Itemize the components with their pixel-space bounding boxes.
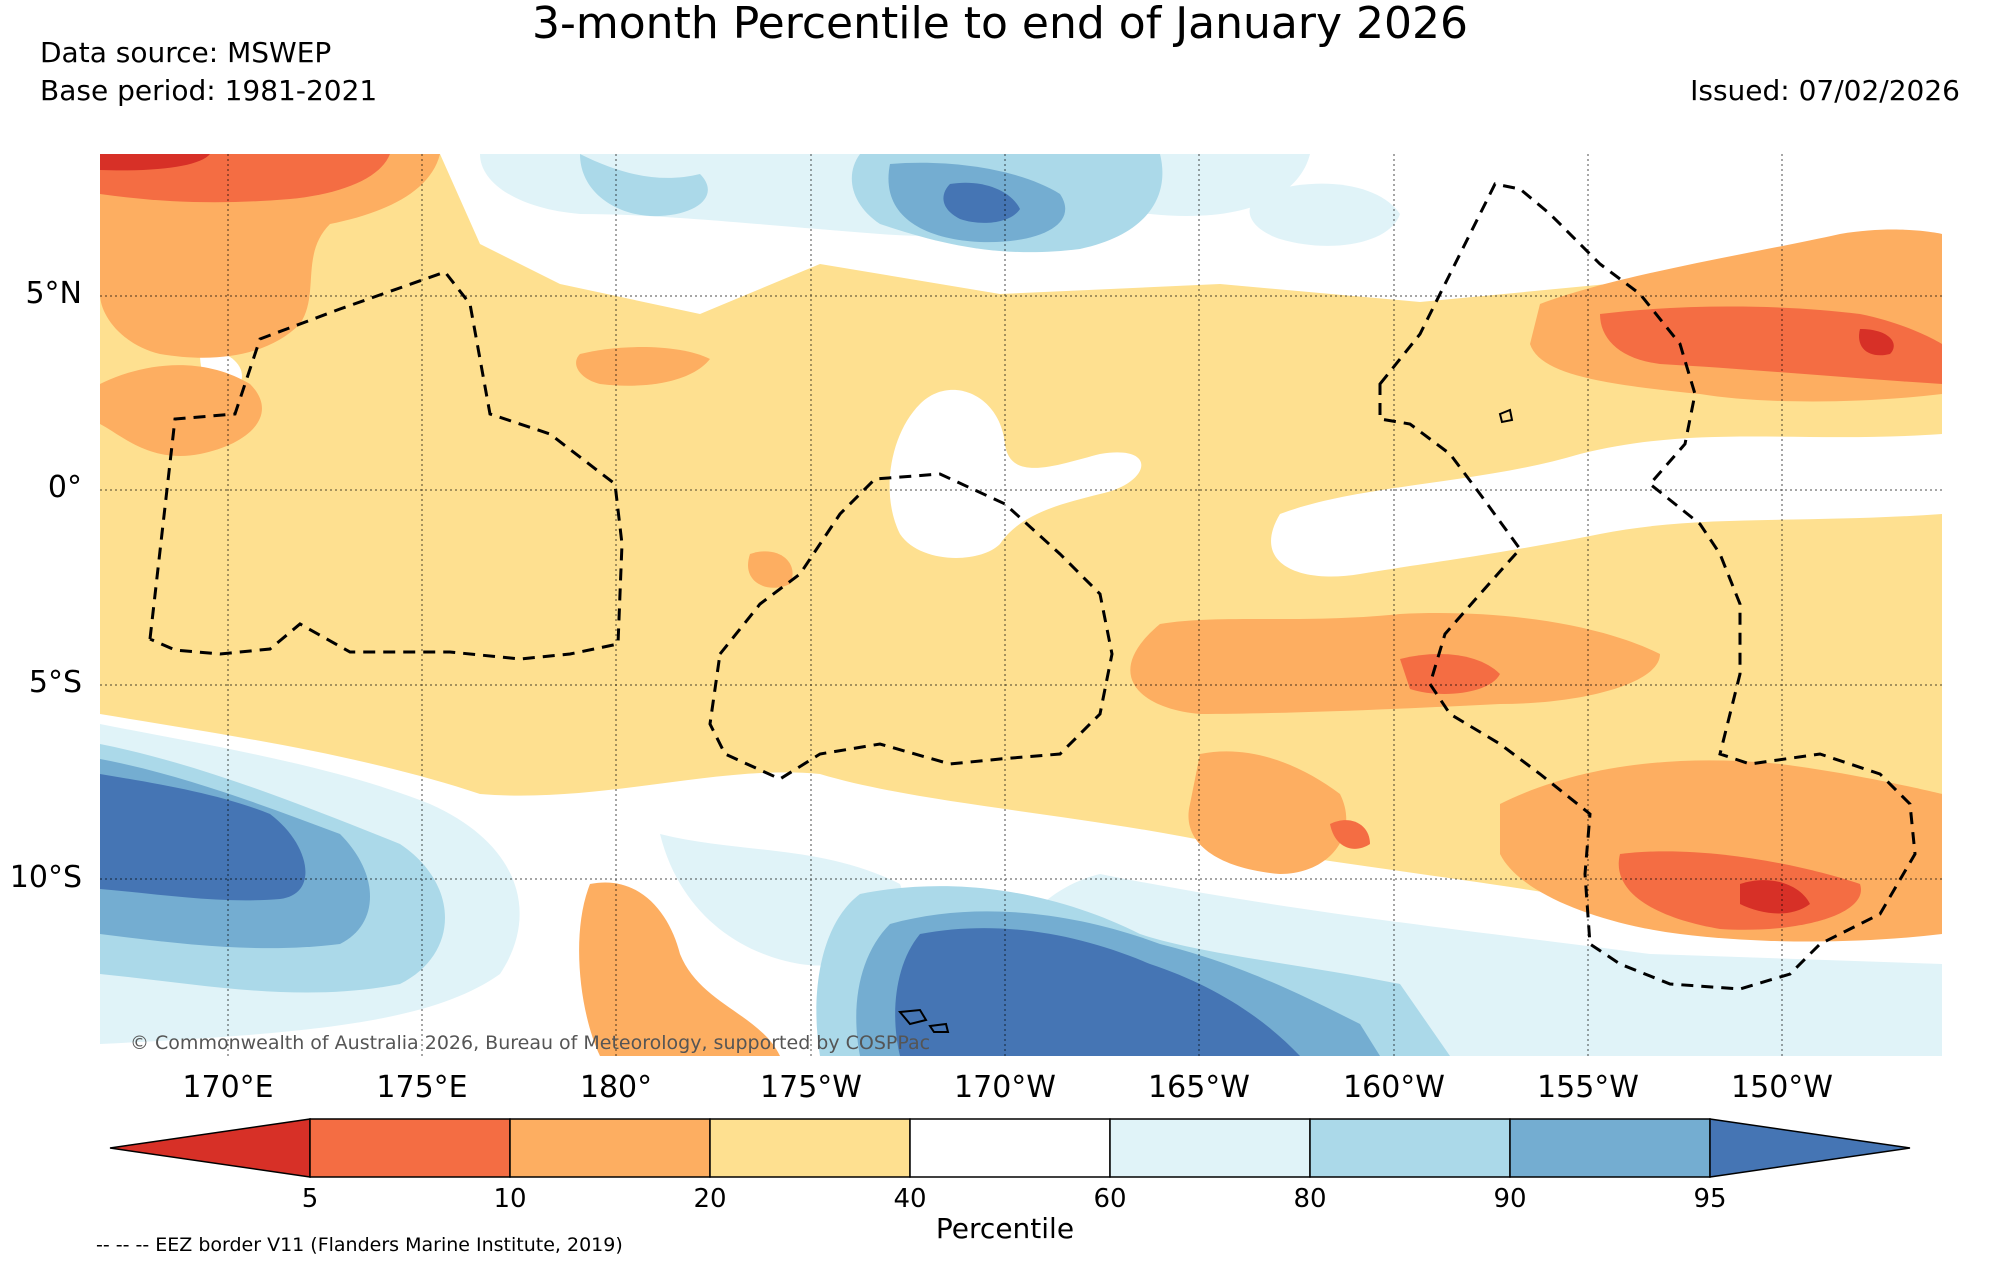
lon-label-180: 180° bbox=[579, 1070, 653, 1105]
lat-label-10s: 10°S bbox=[9, 860, 82, 895]
colorbar-segment-90-95 bbox=[1509, 1118, 1711, 1178]
colorbar-segment-10-20 bbox=[509, 1118, 711, 1178]
issued-date-label: Issued: 07/02/2026 bbox=[1690, 74, 1960, 107]
eez-borders bbox=[148, 182, 1917, 991]
map-title: 3-month Percentile to end of January 202… bbox=[532, 0, 1468, 49]
band-below-5 bbox=[100, 154, 1894, 914]
colorbar-tick-5: 5 bbox=[301, 1184, 319, 1214]
colorbar-segment-40-60 bbox=[909, 1118, 1111, 1178]
percentile-map bbox=[100, 154, 1942, 1056]
lat-label-5s: 5°S bbox=[28, 665, 82, 700]
copyright-notice: © Commonwealth of Australia 2026, Bureau… bbox=[130, 1032, 931, 1054]
colorbar bbox=[100, 1115, 1920, 1185]
lon-label-175e: 175°E bbox=[376, 1070, 468, 1105]
lon-label-170e: 170°E bbox=[182, 1070, 274, 1105]
base-period-label: Base period: 1981-2021 bbox=[40, 74, 378, 107]
colorbar-tick-40: 40 bbox=[893, 1184, 927, 1214]
lon-label-155w: 155°W bbox=[1537, 1070, 1639, 1105]
colorbar-segment-20-40 bbox=[709, 1118, 911, 1178]
colorbar-tick-90: 90 bbox=[1493, 1184, 1527, 1214]
colorbar-segment-5-10 bbox=[309, 1118, 511, 1178]
lon-label-175w: 175°W bbox=[760, 1070, 862, 1105]
colorbar-segment-above-95 bbox=[1709, 1118, 1911, 1178]
colorbar-segment-60-80 bbox=[1109, 1118, 1311, 1178]
colorbar-tick-95: 95 bbox=[1693, 1184, 1727, 1214]
data-source-label: Data source: MSWEP bbox=[40, 36, 332, 69]
colorbar-tick-80: 80 bbox=[1293, 1184, 1327, 1214]
lon-label-160w: 160°W bbox=[1343, 1070, 1445, 1105]
lat-label-0: 0° bbox=[47, 470, 82, 505]
colorbar-tick-60: 60 bbox=[1093, 1184, 1127, 1214]
island-outlines bbox=[898, 408, 1514, 1033]
colorbar-segment-below-5 bbox=[109, 1118, 311, 1178]
colorbar-tick-10: 10 bbox=[493, 1184, 527, 1214]
lon-label-165w: 165°W bbox=[1148, 1070, 1250, 1105]
graticule bbox=[100, 154, 1942, 1056]
lon-label-170w: 170°W bbox=[954, 1070, 1056, 1105]
colorbar-tick-20: 20 bbox=[693, 1184, 727, 1214]
eez-legend-note: -- -- -- EEZ border V11 (Flanders Marine… bbox=[96, 1234, 623, 1256]
lat-label-5n: 5°N bbox=[25, 276, 82, 311]
colorbar-title: Percentile bbox=[935, 1212, 1075, 1245]
lon-label-150w: 150°W bbox=[1731, 1070, 1833, 1105]
colorbar-segment-80-90 bbox=[1309, 1118, 1511, 1178]
